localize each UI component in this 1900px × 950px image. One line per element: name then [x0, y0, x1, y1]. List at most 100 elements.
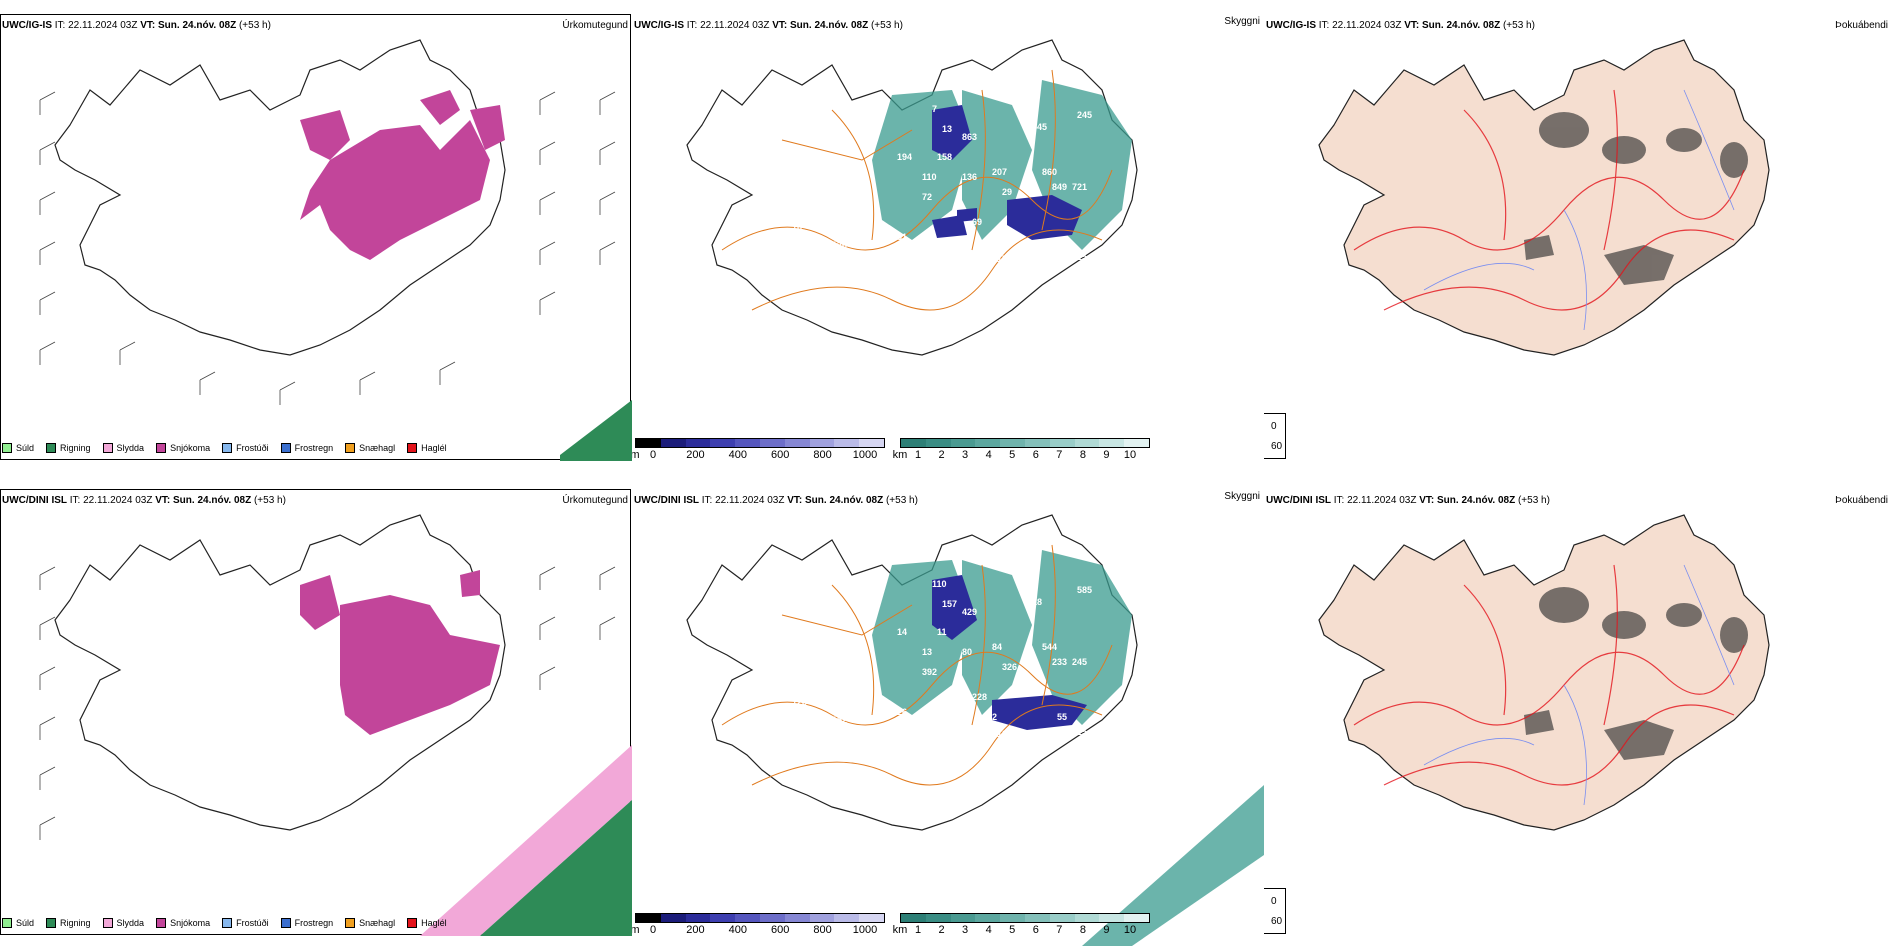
visibility-label: 228 — [972, 692, 987, 702]
panel-type: Skyggni — [1224, 16, 1260, 27]
legend-swatch — [46, 443, 57, 453]
visibility-label: 194 — [897, 152, 912, 162]
colorbar-tick: 0 — [649, 924, 657, 936]
fog-map — [1318, 514, 1770, 831]
colorbar-cell — [660, 914, 686, 922]
colorbar-cell — [859, 914, 884, 922]
colorbar-unit: km — [892, 924, 908, 936]
colorbar-tick: 600 — [771, 449, 790, 461]
visibility-label: 29 — [1002, 187, 1012, 197]
legend-swatch — [407, 443, 418, 453]
panel-title: UWC/DINI ISL IT: 22.11.2024 03Z VT: Sun.… — [1266, 495, 1550, 506]
legend-swatch — [102, 443, 113, 453]
visibility-label: 72 — [922, 192, 932, 202]
cloud-panel-row2: UWC/DINI ISL IT: 22.11.2024 03Z VT: Sun.… — [632, 475, 1264, 950]
colorbar-ticks: m 0 200 400 600 800 1000 — [632, 448, 885, 462]
colorbar-cell — [759, 439, 785, 447]
legend-item: Snæhagl — [345, 918, 395, 928]
visibility-label: 245 — [1072, 657, 1087, 667]
visibility-label: 159 — [982, 237, 997, 247]
visibility-label: 126 — [832, 240, 847, 250]
legend-label: Frostregn — [294, 918, 334, 928]
colorbar-tick: 5 — [1009, 449, 1016, 461]
colorbar-tick: 9 — [1103, 924, 1110, 936]
panel-frame — [0, 14, 631, 460]
visibility-label: 110 — [932, 579, 947, 589]
legend-item: Rigning — [46, 918, 91, 928]
legend-label: Frostúði — [236, 918, 269, 928]
legend-swatch — [222, 443, 233, 453]
visibility-label: 13 — [922, 647, 932, 657]
visibility-label: 544 — [1042, 642, 1057, 652]
visibility-label: 233 — [1052, 657, 1067, 667]
panel-type: Þokuábendi — [1835, 20, 1888, 31]
colorbar-cell — [1074, 914, 1100, 922]
visibility-label: 245 — [1077, 110, 1092, 120]
snow-area — [300, 570, 500, 735]
colorbar-cell — [784, 439, 810, 447]
visibility-label: 152 — [832, 715, 847, 725]
visibility-label: 11 — [937, 627, 947, 637]
legend-swatch — [2, 918, 12, 928]
visibility-label: 7 — [932, 104, 937, 114]
visibility-label: 207 — [992, 167, 1007, 177]
colorbar-cell — [710, 914, 736, 922]
panel-type: Úrkomutegund — [562, 20, 628, 31]
colorbar-tick: 6 — [1032, 924, 1039, 936]
cloud-panel-row1: UWC/IG-IS IT: 22.11.2024 03Z VT: Sun. 24… — [632, 0, 1264, 475]
cloud-low-area — [932, 105, 1082, 240]
legend-item: Slydda — [102, 443, 144, 453]
colorbar-tick: 0 — [649, 449, 657, 461]
colorbar-tick: 600 — [771, 924, 790, 936]
visibility-label: 110 — [922, 172, 937, 182]
colorbar-cell — [1099, 914, 1125, 922]
fog-legend-row: 0 — [1264, 893, 1277, 909]
visibility-label: 142 — [982, 712, 997, 722]
precip-legend: Súld Rigning Slydda Snjókoma Frostúði Frostre… — [2, 913, 459, 933]
fog-legend-row: 0 — [1264, 418, 1277, 434]
precip-type-panel-row1: UWC/IG-IS IT: 22.11.2024 03Z VT: Sun. 24… — [0, 0, 632, 475]
visibility-label: 429 — [962, 607, 977, 617]
precip-map — [39, 39, 632, 461]
sleet-area — [420, 745, 632, 936]
colorbar-cell — [975, 439, 1001, 447]
panel-title: UWC/IG-IS IT: 22.11.2024 03Z VT: Sun. 24… — [1266, 20, 1535, 31]
cloud-map — [686, 39, 1138, 356]
fog-rivers — [1423, 564, 1735, 806]
colorbar-tick: 9 — [1103, 449, 1110, 461]
colorbar-tick: 1 — [914, 924, 922, 936]
visibility-label: 96 — [1052, 257, 1062, 267]
colorbar-unit: km — [892, 449, 908, 461]
colorbar-tick: 3 — [962, 449, 969, 461]
colorbar-cell — [1124, 914, 1149, 922]
visibility-label: 585 — [1077, 585, 1092, 595]
precip-legend: Súld Rigning Slydda Snjókoma Frostúði Frostre… — [2, 438, 459, 458]
fog-dark-area — [1524, 112, 1748, 285]
visibility-label: 267 — [1027, 260, 1042, 270]
panel-frame — [0, 489, 631, 935]
colorbar-cell — [925, 914, 951, 922]
legend-label: Frostúði — [236, 443, 269, 453]
colorbar-strip — [635, 438, 885, 448]
fog-legend-label: 60 — [1271, 440, 1283, 452]
colorbar-cell — [636, 439, 661, 447]
colorbar-cell — [809, 439, 835, 447]
road-network — [721, 69, 1113, 311]
visibility-label: 157 — [997, 254, 1012, 264]
visibility-label: 126 — [892, 707, 907, 717]
legend-label: Rigning — [60, 443, 91, 453]
legend-label: Haglél — [421, 443, 447, 453]
visibility-label: 80 — [962, 647, 972, 657]
legend-item: Frostregn — [280, 918, 334, 928]
colorbar-tick: 2 — [938, 924, 945, 936]
panel-title: UWC/DINI ISL IT: 22.11.2024 03Z VT: Sun.… — [634, 495, 918, 506]
colorbar-cell — [950, 439, 976, 447]
colorbar-cell — [759, 914, 785, 922]
legend-item: Snjókoma — [156, 918, 210, 928]
legend-swatch — [46, 918, 57, 928]
colorbar-cell — [735, 439, 760, 447]
colorbar-tick: 7 — [1056, 449, 1063, 461]
colorbar-tick: 400 — [728, 924, 747, 936]
colorbar-cell — [660, 439, 686, 447]
visibility-label: 849 — [1052, 182, 1067, 192]
